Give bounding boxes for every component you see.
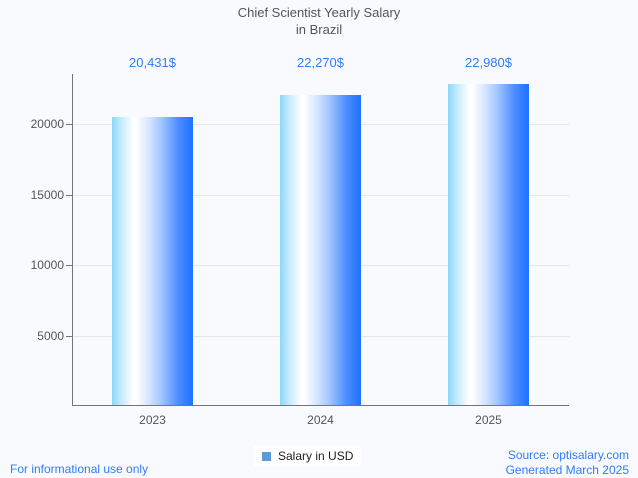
source-text: Source: optisalary.com <box>507 448 629 462</box>
plot-area <box>72 74 569 405</box>
y-tick-mark-15000 <box>66 195 72 196</box>
y-tick-label-10000: 10000 <box>30 258 64 272</box>
data-label-2024: 22,270$ <box>297 55 344 70</box>
chart-title: Chief Scientist Yearly Salary in Brazil <box>0 4 638 38</box>
y-axis-line <box>72 74 73 406</box>
legend-item-label: Salary in USD <box>278 449 354 463</box>
bar-2023[interactable] <box>112 117 193 405</box>
x-tick-label-2023: 2023 <box>139 413 166 427</box>
y-tick-mark-5000 <box>66 336 72 337</box>
y-tick-mark-10000 <box>66 265 72 266</box>
source-attribution: Source: optisalary.com Generated March 2… <box>506 448 629 478</box>
data-label-2025: 22,980$ <box>465 55 512 70</box>
y-tick-label-15000: 15000 <box>30 188 64 202</box>
bar-2024[interactable] <box>280 95 361 405</box>
chart-title-line-1: Chief Scientist Yearly Salary <box>237 5 401 20</box>
bar-2025[interactable] <box>448 84 529 405</box>
x-tick-label-2025: 2025 <box>475 413 502 427</box>
y-tick-mark-20000 <box>66 124 72 125</box>
chart-legend[interactable]: Salary in USD <box>254 446 362 466</box>
legend-swatch-icon <box>262 451 271 461</box>
generated-date-text: Generated March 2025 <box>505 463 629 477</box>
y-tick-label-20000: 20000 <box>30 117 64 131</box>
x-axis-line <box>72 405 569 406</box>
x-tick-label-2024: 2024 <box>307 413 334 427</box>
y-tick-label-5000: 5000 <box>37 329 64 343</box>
chart-title-line-2: in Brazil <box>295 22 343 37</box>
data-label-2023: 20,431$ <box>129 55 176 70</box>
disclaimer-text: For informational use only <box>10 462 149 476</box>
